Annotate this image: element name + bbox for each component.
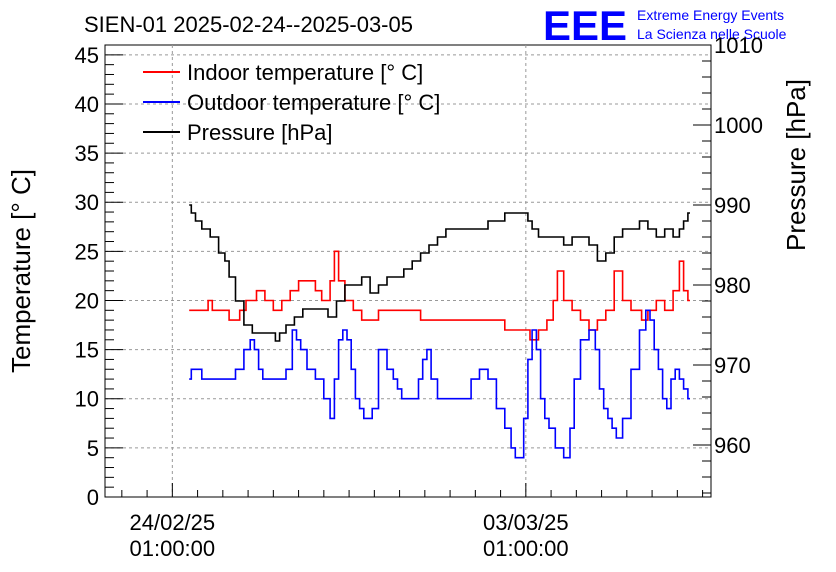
- y-left-tick-label: 30: [75, 190, 99, 215]
- legend: Indoor temperature [° C] Outdoor tempera…: [143, 60, 440, 145]
- y-right-tick-label: 1000: [714, 113, 763, 138]
- x-tick-label-time: 01:00:00: [483, 536, 569, 561]
- y-right-tick-label: 980: [714, 273, 751, 298]
- series-line-pressure: [189, 204, 690, 342]
- y-left-tick-label: 5: [87, 436, 99, 461]
- y-left-tick-label: 15: [75, 338, 99, 363]
- x-tick-label-time: 01:00:00: [130, 536, 216, 561]
- x-tick-label-date: 03/03/25: [483, 510, 569, 535]
- x-tick-label-date: 24/02/25: [130, 510, 216, 535]
- logo-line2: La Scienza nelle Scuole: [637, 26, 787, 42]
- y-left-tick-label: 40: [75, 92, 99, 117]
- y-right-tick-label: 990: [714, 193, 751, 218]
- y-right-tick-label: 960: [714, 433, 751, 458]
- legend-label-indoor: Indoor temperature [° C]: [187, 60, 423, 85]
- right-axis: 960 970 980 990 1000 1010: [693, 33, 763, 494]
- y-right-tick-label: 1010: [714, 33, 763, 58]
- y-left-tick-label: 45: [75, 43, 99, 68]
- chart-title: SIEN-01 2025-02-24--2025-03-05: [84, 12, 413, 37]
- logo-letters: EEE: [543, 2, 627, 49]
- y-axis-left-label: Temperature [° C]: [6, 169, 36, 373]
- y-left-tick-label: 25: [75, 239, 99, 264]
- y-left-tick-label: 0: [87, 485, 99, 510]
- y-left-tick-label: 10: [75, 387, 99, 412]
- logo-line1: Extreme Energy Events: [637, 7, 784, 23]
- series-line-outdoor: [189, 309, 690, 459]
- y-left-tick-label: 35: [75, 141, 99, 166]
- left-axis: 0 5 10 15 20 25 30 35 40 45: [75, 43, 123, 510]
- legend-label-pressure: Pressure [hPa]: [187, 120, 333, 145]
- series-group: [189, 204, 690, 459]
- y-left-tick-label: 20: [75, 288, 99, 313]
- eee-logo: EEE Extreme Energy Events La Scienza nel…: [543, 2, 787, 49]
- series-line-indoor: [189, 250, 690, 341]
- y-axis-right-label: Pressure [hPa]: [781, 79, 811, 251]
- legend-label-outdoor: Outdoor temperature [° C]: [187, 90, 440, 115]
- y-right-tick-label: 970: [714, 353, 751, 378]
